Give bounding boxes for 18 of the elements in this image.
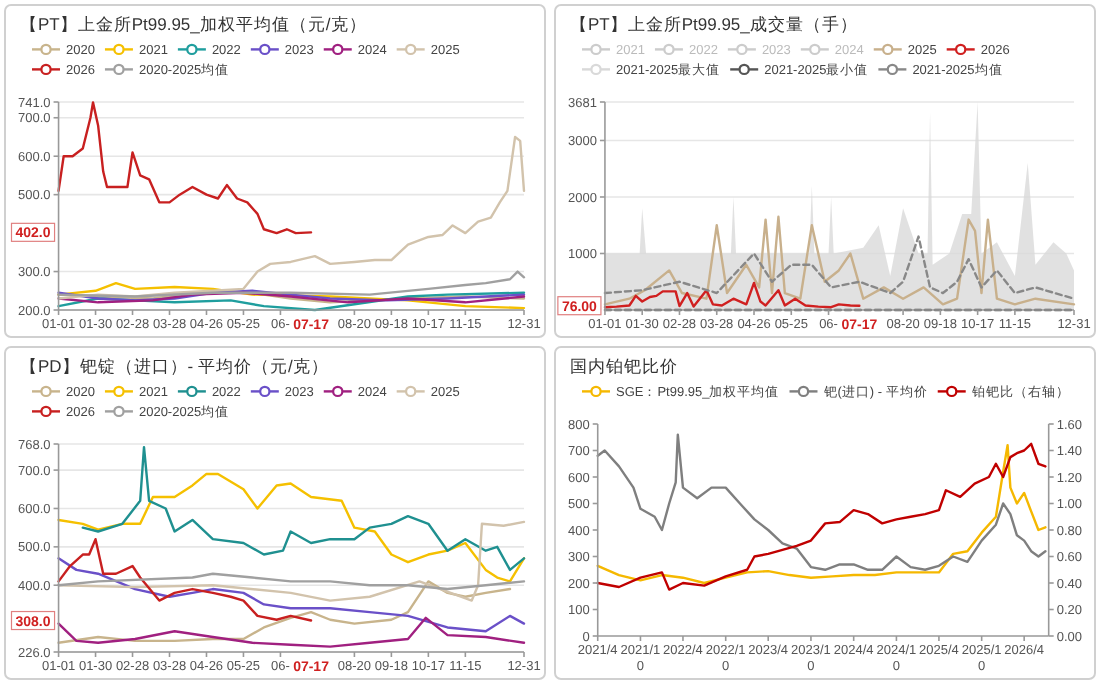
line-series xyxy=(57,520,526,602)
line-series xyxy=(603,281,861,309)
line-series xyxy=(57,557,526,633)
line-series xyxy=(603,235,1076,300)
chart-title: 【PD】钯锭（进口）- 平均价（元/克） xyxy=(20,356,329,376)
line-series xyxy=(81,445,526,572)
line-series xyxy=(57,572,526,591)
line-series xyxy=(57,580,512,644)
chart-title: 【PT】上金所Pt99.95_成交量（手） xyxy=(570,14,858,34)
line-series xyxy=(57,472,526,583)
chart-title: 国内铂钯比价 xyxy=(570,356,678,376)
line-series xyxy=(603,215,1076,306)
line-series xyxy=(57,101,313,235)
line-series xyxy=(57,135,526,300)
line-series xyxy=(57,616,526,648)
line-series xyxy=(596,433,1047,571)
chart-title: 【PT】上金所Pt99.95_加权平均值（元/克） xyxy=(20,14,367,34)
line-series xyxy=(57,537,313,622)
